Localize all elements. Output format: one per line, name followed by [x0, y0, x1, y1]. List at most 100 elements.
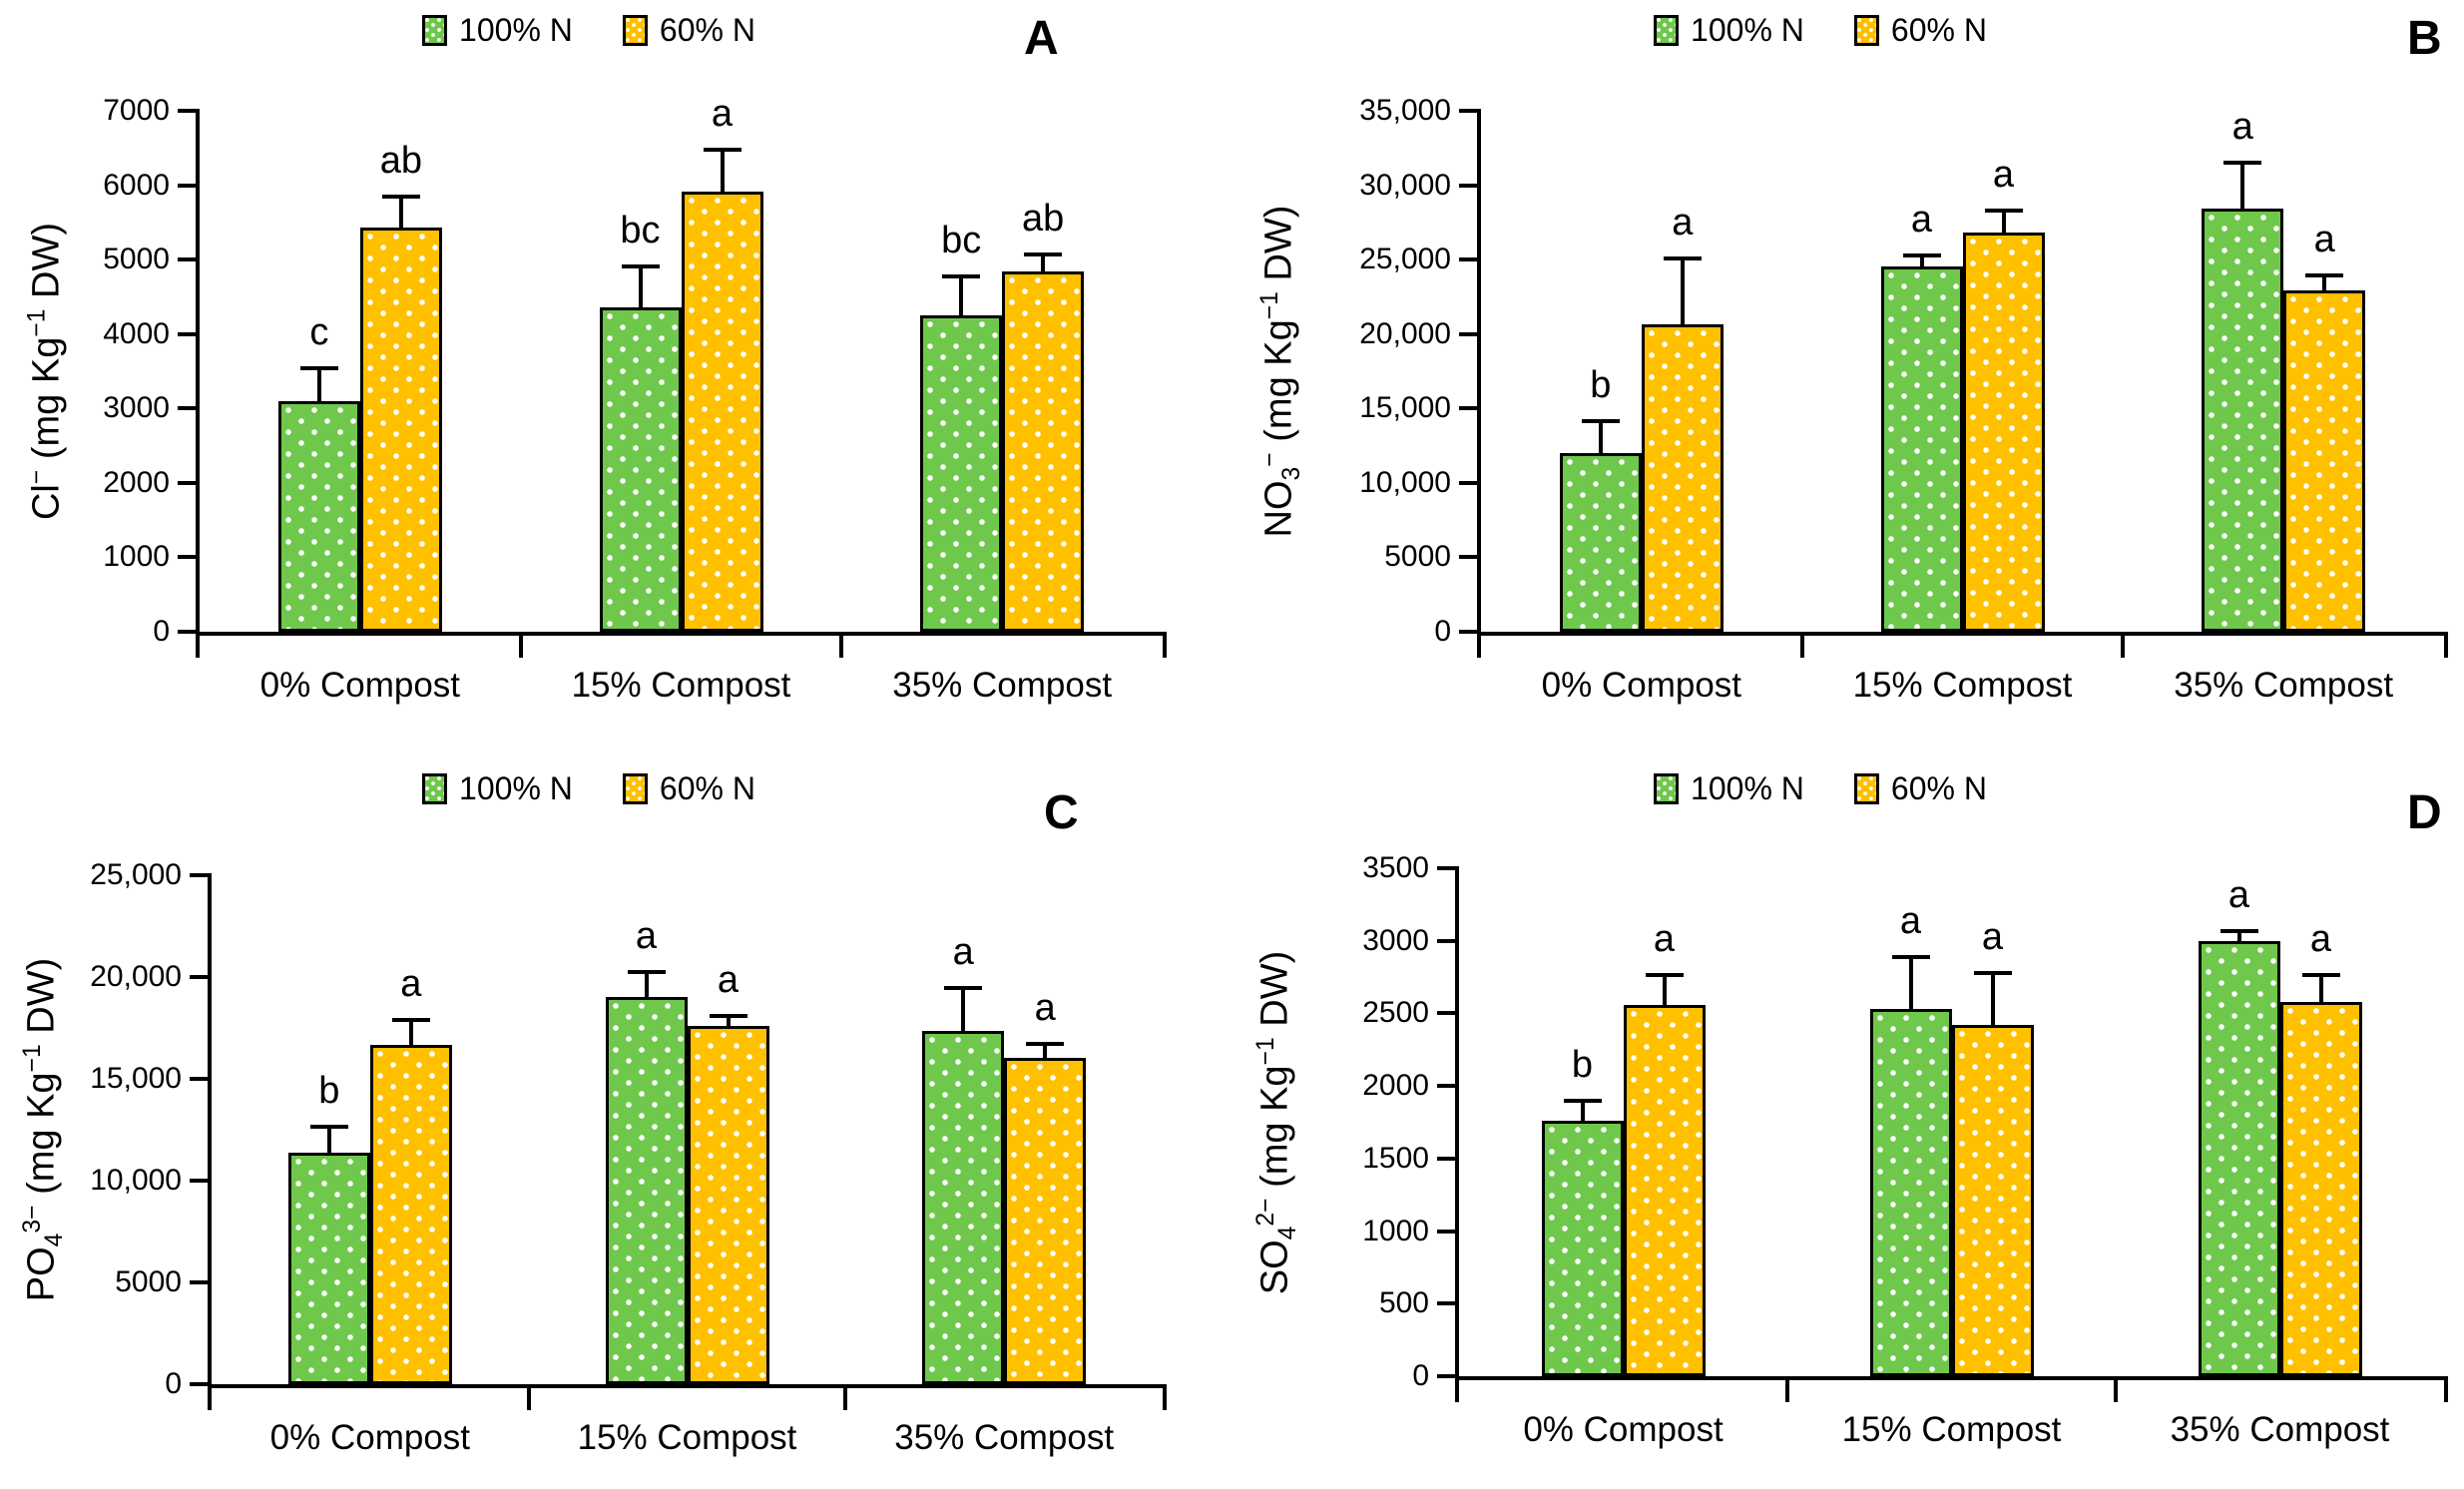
error-bar-cap — [2301, 972, 2340, 977]
error-bar — [959, 277, 964, 316]
error-bar-cap — [1563, 1099, 1602, 1104]
y-tick-mark — [1437, 1011, 1455, 1016]
legend-swatch-60n-icon — [622, 772, 648, 804]
legend-item-100n: 100% N — [1654, 12, 1804, 48]
error-bar — [2240, 164, 2245, 210]
panel-d: 100% N 60% N D SO42− (mg Kg−1 DW) 3500 30… — [1232, 744, 2463, 1489]
y-tick-mark — [178, 406, 196, 411]
sig-letter: bc — [941, 220, 982, 262]
error-bar-cap — [942, 274, 981, 279]
panel-letter: D — [2407, 786, 2442, 839]
error-bar — [408, 1021, 413, 1045]
y-tick-label: 10,000 — [1359, 465, 1451, 499]
y-tick-mark — [178, 257, 196, 262]
sig-letter: a — [400, 963, 422, 1006]
error-bar-cap — [391, 1018, 430, 1023]
plot-area: 7000 6000 5000 4000 3000 2000 1000 0 0% Compost c… — [0, 0, 1232, 744]
y-tick-mark — [1437, 938, 1455, 943]
error-bar-cap — [1891, 955, 1930, 960]
y-tick-label: 6000 — [103, 168, 170, 202]
y-tick-label: 2500 — [1362, 996, 1429, 1030]
error-bar — [2001, 212, 2006, 233]
bar-green-cat2 — [2198, 940, 2280, 1376]
sig-letter: ab — [1022, 198, 1065, 241]
error-bar-cap — [1581, 418, 1620, 423]
error-bar-cap — [703, 148, 741, 153]
panel-letter: A — [1024, 12, 1059, 65]
x-axis-label: 15% Compost — [577, 1418, 797, 1457]
error-bar — [1990, 974, 1995, 1026]
bar-orange-cat1 — [1951, 1025, 2034, 1376]
x-axis-label: 0% Compost — [259, 666, 461, 705]
y-tick-mark — [190, 1382, 208, 1386]
error-bar — [726, 1016, 731, 1027]
y-tick-mark — [178, 630, 196, 634]
error-bar — [1041, 255, 1046, 272]
x-tick-mark — [2114, 1376, 2118, 1402]
y-tick-label: 0 — [1412, 1359, 1429, 1392]
y-tick-mark — [178, 331, 196, 336]
error-bar-cap — [381, 195, 420, 200]
x-axis-label: 35% Compost — [2174, 666, 2394, 705]
sig-letter: a — [2227, 873, 2250, 916]
y-tick-label: 30,000 — [1359, 168, 1451, 202]
y-tick-label: 25,000 — [90, 858, 182, 891]
legend: 100% N 60% N — [1232, 770, 2463, 806]
y-tick-mark — [190, 1280, 208, 1284]
y-tick-mark — [1459, 630, 1477, 634]
bar-green-cat0 — [287, 1153, 370, 1384]
bar-green-cat1 — [1880, 265, 1963, 632]
y-axis-line — [196, 109, 200, 636]
plot-area: 3500 3000 2500 2000 1500 1000 500 0 0% Compost b a… — [1232, 744, 2463, 1489]
legend-swatch-60n-icon — [1853, 14, 1879, 46]
x-axis-label: 0% Compost — [269, 1418, 471, 1457]
legend: 100% N 60% N — [1232, 12, 2463, 48]
sig-letter: a — [1981, 916, 2004, 959]
y-tick-mark — [1459, 257, 1477, 262]
bar-orange-cat1 — [687, 1026, 769, 1384]
y-tick-label: 0 — [1434, 615, 1451, 648]
error-bar — [398, 198, 403, 229]
x-tick-mark — [1477, 632, 1481, 658]
x-tick-mark — [1163, 1384, 1167, 1410]
x-axis-line — [208, 1384, 1167, 1388]
y-tick-mark — [1459, 331, 1477, 336]
y-tick-label: 10,000 — [90, 1164, 182, 1197]
y-tick-mark — [190, 1179, 208, 1183]
plot-area: 25,000 20,000 15,000 10,000 5000 0 0% Compost b… — [0, 744, 1232, 1489]
x-axis-line — [1477, 632, 2448, 636]
legend-swatch-100n-icon — [1654, 772, 1680, 804]
y-tick-mark — [1459, 109, 1477, 113]
y-tick-label: 5000 — [115, 1265, 182, 1298]
y-tick-mark — [178, 480, 196, 485]
legend-item-100n: 100% N — [422, 770, 573, 806]
legend-item-60n: 60% N — [1853, 12, 1987, 48]
y-tick-label: 3000 — [1362, 923, 1429, 957]
y-axis-line — [1477, 109, 1481, 636]
sig-letter: a — [1034, 986, 1056, 1029]
x-axis-label: 15% Compost — [1852, 666, 2073, 705]
legend-item-100n: 100% N — [422, 12, 573, 48]
x-axis-line — [1455, 1376, 2448, 1380]
error-bar-cap — [299, 365, 338, 370]
x-tick-mark — [518, 632, 523, 658]
error-bar-cap — [709, 1013, 747, 1018]
y-tick-label: 2000 — [1362, 1069, 1429, 1103]
y-tick-label: 1000 — [1362, 1214, 1429, 1247]
x-axis-label: 15% Compost — [1841, 1410, 2062, 1449]
x-axis-label: 35% Compost — [892, 666, 1113, 705]
legend-swatch-60n-icon — [1853, 772, 1879, 804]
error-bar-cap — [944, 986, 983, 991]
y-tick-label: 25,000 — [1359, 243, 1451, 276]
sig-letter: a — [1672, 202, 1694, 245]
error-bar — [644, 972, 649, 997]
y-tick-label: 20,000 — [90, 960, 182, 993]
error-bar — [326, 1127, 331, 1154]
y-tick-label: 1500 — [1362, 1141, 1429, 1175]
bar-orange-cat1 — [1962, 232, 2045, 632]
error-bar-cap — [1984, 209, 2023, 214]
sig-letter: a — [2313, 218, 2335, 260]
legend-item-60n: 60% N — [1853, 770, 1987, 806]
x-tick-mark — [843, 1384, 848, 1410]
